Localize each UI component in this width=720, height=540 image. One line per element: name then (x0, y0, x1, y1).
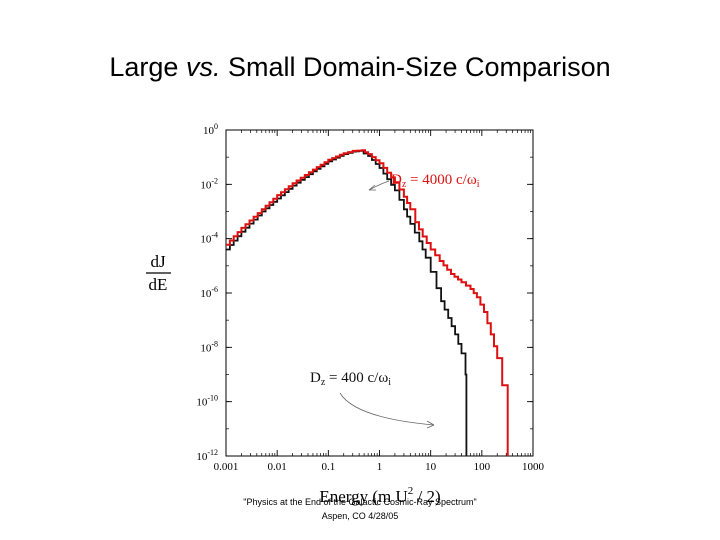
large-domain-label: Dz = 4000 c/ωi (391, 172, 480, 190)
series-large-domain-line (226, 149, 509, 456)
y-tick-labels: 10-12 10-10 10-8 10-6 10-4 10-2 100 (196, 122, 218, 463)
small-label-sub: z (321, 377, 326, 388)
series-lines (226, 149, 509, 456)
large-label-sub: z (402, 179, 407, 190)
footer-line-1: "Physics at the End of the Galactic Cosm… (243, 497, 477, 507)
title-italic: vs. (185, 52, 221, 82)
y-tick-label: 10-12 (196, 448, 218, 463)
x-tick-label: 1 (377, 461, 383, 473)
y-tick-label: 10-10 (196, 394, 218, 409)
ylabel-numerator: dJ (150, 252, 166, 271)
x-tick-labels: 0.001 0.01 0.1 1 10 100 1000 (214, 461, 545, 473)
y-tick-label: 10-6 (200, 285, 218, 300)
small-label-arrowhead (426, 420, 435, 429)
large-label-a: D (391, 172, 402, 188)
ylabel-denominator: dE (149, 275, 168, 294)
x-tick-label: 0.001 (214, 461, 239, 473)
plot-frame (225, 129, 534, 457)
y-tick-label: 100 (203, 122, 218, 137)
series-small-domain-line (226, 150, 468, 456)
major-ticks (225, 129, 534, 457)
small-domain-label: Dz = 400 c/ωi (310, 370, 391, 388)
title-suffix: Small Domain-Size Comparison (220, 52, 611, 82)
x-tick-label: 10 (425, 461, 437, 473)
minor-ticks (226, 130, 533, 457)
small-label-a: D (310, 370, 321, 386)
small-label-b: = 400 c/ω (325, 370, 388, 386)
footer-line-2: Aspen, CO 4/28/05 (321, 511, 399, 521)
large-label-b: = 4000 c/ω (406, 172, 477, 188)
xlabel: Energy (m U2 / 2) (319, 485, 440, 506)
x-tick-label: 0.1 (321, 461, 335, 473)
slide-title: Large vs. Small Domain-Size Comparison (0, 52, 720, 83)
title-prefix: Large (109, 52, 186, 82)
small-label-arrow (339, 392, 435, 426)
y-tick-label: 10-8 (200, 339, 218, 354)
y-tick-label: 10-2 (200, 176, 218, 191)
x-tick-label: 100 (474, 461, 491, 473)
xlabel-sup: 2 (408, 485, 414, 497)
footer: "Physics at the End of the Galactic Cosm… (0, 495, 720, 523)
x-tick-label: 0.01 (268, 461, 287, 473)
large-label-c: i (477, 179, 480, 190)
y-tick-label: 10-4 (200, 231, 218, 246)
large-label-arrowhead (368, 184, 376, 191)
large-label-arrow (368, 180, 390, 191)
small-label-c: i (388, 377, 391, 388)
xlabel-a: Energy (m U (319, 487, 407, 506)
xlabel-b: / 2) (413, 487, 440, 506)
x-tick-label: 1000 (522, 461, 545, 473)
